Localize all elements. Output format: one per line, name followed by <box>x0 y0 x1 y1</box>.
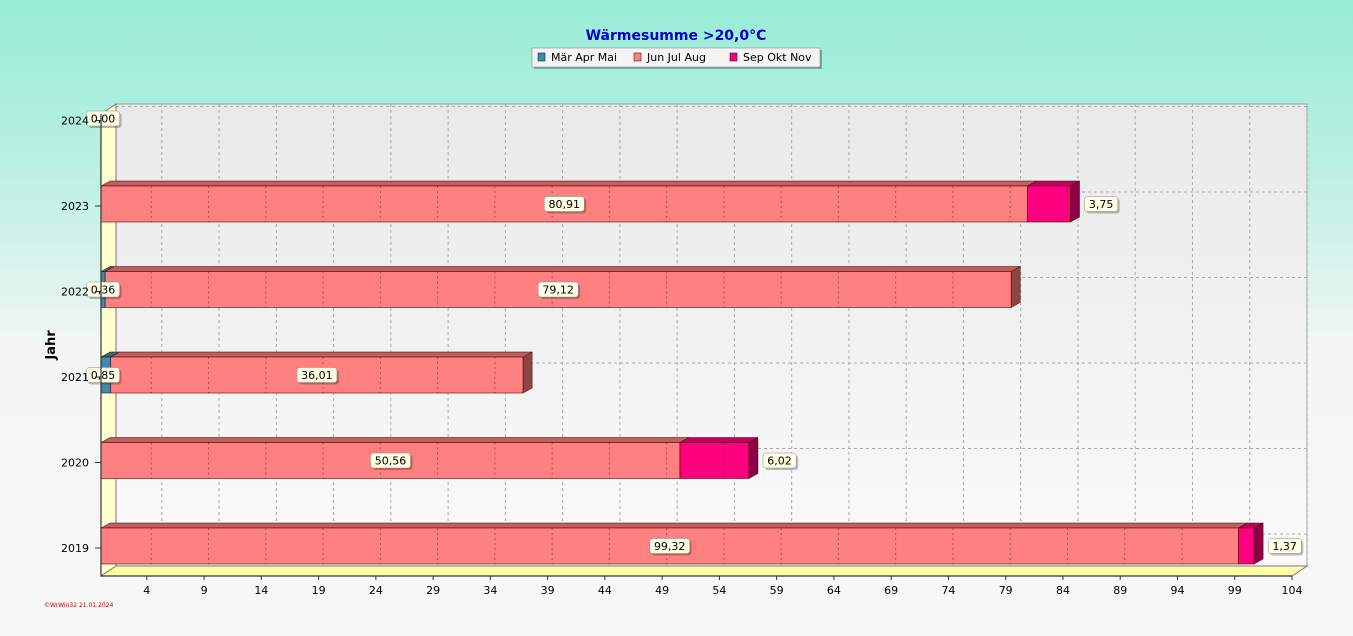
x-tick-label: 69 <box>884 584 898 597</box>
bar-2023-3 <box>1026 180 1081 223</box>
svg-text:Sep Okt Nov: Sep Okt Nov <box>743 51 812 64</box>
data-label-2019-2: 99,32 <box>649 538 692 556</box>
x-tick-label: 89 <box>1113 584 1127 597</box>
x-tick-label: 24 <box>369 584 383 597</box>
plot-area <box>99 103 1309 577</box>
y-tick-label: 2019 <box>61 542 89 555</box>
x-tick-label: 29 <box>426 584 440 597</box>
x-tick-label: 64 <box>827 584 841 597</box>
plot-left-wall <box>100 103 117 577</box>
svg-text:79,12: 79,12 <box>542 284 574 297</box>
data-label-2021-1: 0,85 <box>86 367 122 385</box>
svg-text:0,36: 0,36 <box>91 284 116 297</box>
svg-text:50,56: 50,56 <box>375 455 407 468</box>
data-label-2019-3: 1,37 <box>1267 538 1304 556</box>
chart-title: Wärmesumme >20,0°C <box>586 28 767 44</box>
data-label-2024-1: 0,00 <box>86 110 122 128</box>
x-tick-label: 104 <box>1282 584 1303 597</box>
x-tick-label: 59 <box>770 584 784 597</box>
x-tick-label: 9 <box>201 584 208 597</box>
svg-text:1,37: 1,37 <box>1272 540 1297 553</box>
bar-2019-3 <box>1237 522 1265 565</box>
data-label-2023-2: 80,91 <box>544 196 587 214</box>
y-tick-label: 2022 <box>61 286 89 299</box>
legend-item-1: Mär Apr Mai <box>537 51 617 64</box>
x-tick-label: 34 <box>483 584 497 597</box>
x-tick-label: 54 <box>712 584 726 597</box>
data-label-2022-1: 0,36 <box>86 281 122 299</box>
x-tick-label: 94 <box>1170 584 1184 597</box>
data-labels: 99,32 1,37 50,56 6,02 0,85 36,01 0,36 79,12 80,9… <box>86 110 1304 556</box>
svg-text:3,75: 3,75 <box>1089 198 1114 211</box>
y-tick-label: 2024 <box>61 115 89 128</box>
data-label-2020-3: 6,02 <box>762 452 799 470</box>
y-tick-label: 2023 <box>61 200 89 213</box>
x-tick-label: 74 <box>941 584 955 597</box>
legend: Mär Apr Mai Jun Jul Aug Sep Okt Nov <box>531 47 822 69</box>
svg-text:Mär Apr Mai: Mär Apr Mai <box>551 51 617 64</box>
legend-item-3: Sep Okt Nov <box>729 51 812 64</box>
x-tick-label: 14 <box>254 584 268 597</box>
plot-floor <box>99 565 1309 577</box>
data-label-2023-3: 3,75 <box>1084 196 1120 214</box>
x-tick-label: 19 <box>312 584 326 597</box>
y-axis-label: Jahr <box>44 330 59 361</box>
svg-text:6,02: 6,02 <box>767 455 792 468</box>
x-tick-label: 49 <box>655 584 669 597</box>
x-tick-label: 99 <box>1228 584 1242 597</box>
x-tick-label: 84 <box>1056 584 1070 597</box>
legend-item-2: Jun Jul Aug <box>633 51 706 64</box>
svg-text:36,01: 36,01 <box>301 369 333 382</box>
bar-2020-3 <box>679 437 759 479</box>
axes: 4 9 14 19 24 29 34 39 44 49 54 59 64 69 74 79 84 89 94 99 10… <box>61 114 1303 597</box>
svg-text:0,85: 0,85 <box>91 369 116 382</box>
y-tick-label: 2020 <box>61 457 89 470</box>
plot-back-wall <box>115 103 1308 567</box>
x-tick-label: 79 <box>999 584 1013 597</box>
x-tick-label: 4 <box>143 584 150 597</box>
svg-text:0,00: 0,00 <box>91 113 116 126</box>
svg-text:80,91: 80,91 <box>549 198 581 211</box>
data-label-2022-2: 79,12 <box>537 281 581 299</box>
data-label-2021-2: 36,01 <box>296 367 339 385</box>
x-tick-label: 39 <box>541 584 555 597</box>
y-tick-label: 2021 <box>61 371 89 384</box>
svg-text:99,32: 99,32 <box>654 540 686 553</box>
svg-text:Jun Jul Aug: Jun Jul Aug <box>646 51 706 64</box>
data-label-2020-2: 50,56 <box>370 452 413 470</box>
footer-credit: ©WrWin32 21.01.2024 <box>44 602 113 609</box>
x-tick-label: 44 <box>598 584 612 597</box>
